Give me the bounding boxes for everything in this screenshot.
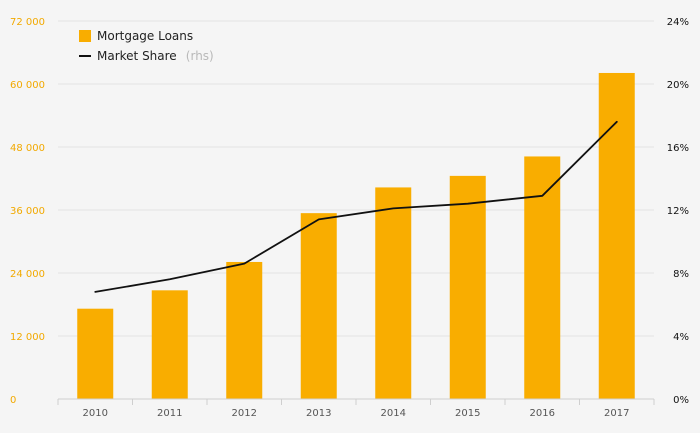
line-series-market-share (94, 120, 618, 293)
x-tick-label: 2011 (157, 408, 182, 419)
bar (524, 156, 561, 399)
x-tick-label: 2012 (232, 408, 257, 419)
y-left-tick-label: 60 000 (10, 80, 45, 91)
x-tick-label: 2014 (381, 408, 406, 419)
bar (449, 175, 486, 399)
bar (598, 72, 635, 399)
market-share-line (94, 120, 618, 293)
y-right-tick-label: 20% (667, 80, 689, 91)
y-left-tick-label: 24 000 (10, 269, 45, 280)
bar (151, 290, 188, 399)
x-tick-label: 2013 (306, 408, 331, 419)
x-tick-label: 2016 (530, 408, 555, 419)
y-right-tick-label: 24% (667, 17, 689, 28)
y-left-tick-label: 0 (10, 395, 16, 406)
y-left-tick-label: 48 000 (10, 143, 45, 154)
bar-series-mortgage-loans (77, 72, 635, 399)
bar (226, 261, 263, 399)
gridlines (58, 20, 654, 337)
y-right-tick-label: 4% (673, 332, 689, 343)
bar (77, 308, 114, 399)
y-left-tick-label: 72 000 (10, 17, 45, 28)
x-tick-label: 2010 (83, 408, 108, 419)
legend-label-market-share: Market Share (rhs) (97, 45, 214, 64)
y-right-tick-label: 0% (673, 395, 689, 406)
x-tick-label: 2017 (604, 408, 629, 419)
bar (300, 213, 337, 399)
y-right-tick-label: 16% (667, 143, 689, 154)
legend: Mortgage Loans Market Share (rhs) (79, 29, 214, 64)
legend-swatch-mortgage-loans (79, 30, 91, 42)
legend-label-mortgage-loans: Mortgage Loans (97, 29, 193, 43)
legend-label-market-share-suffix: (rhs) (186, 49, 214, 63)
y-left-tick-label: 12 000 (10, 332, 45, 343)
axes: 0 12 000 24 000 36 000 48 000 60 000 72 000 0% 4… (10, 17, 689, 419)
x-tick-label: 2015 (455, 408, 480, 419)
bar (375, 187, 412, 399)
y-right-tick-label: 12% (667, 206, 689, 217)
y-right-tick-label: 8% (673, 269, 689, 280)
y-left-tick-label: 36 000 (10, 206, 45, 217)
legend-label-market-share-name: Market Share (97, 49, 177, 63)
